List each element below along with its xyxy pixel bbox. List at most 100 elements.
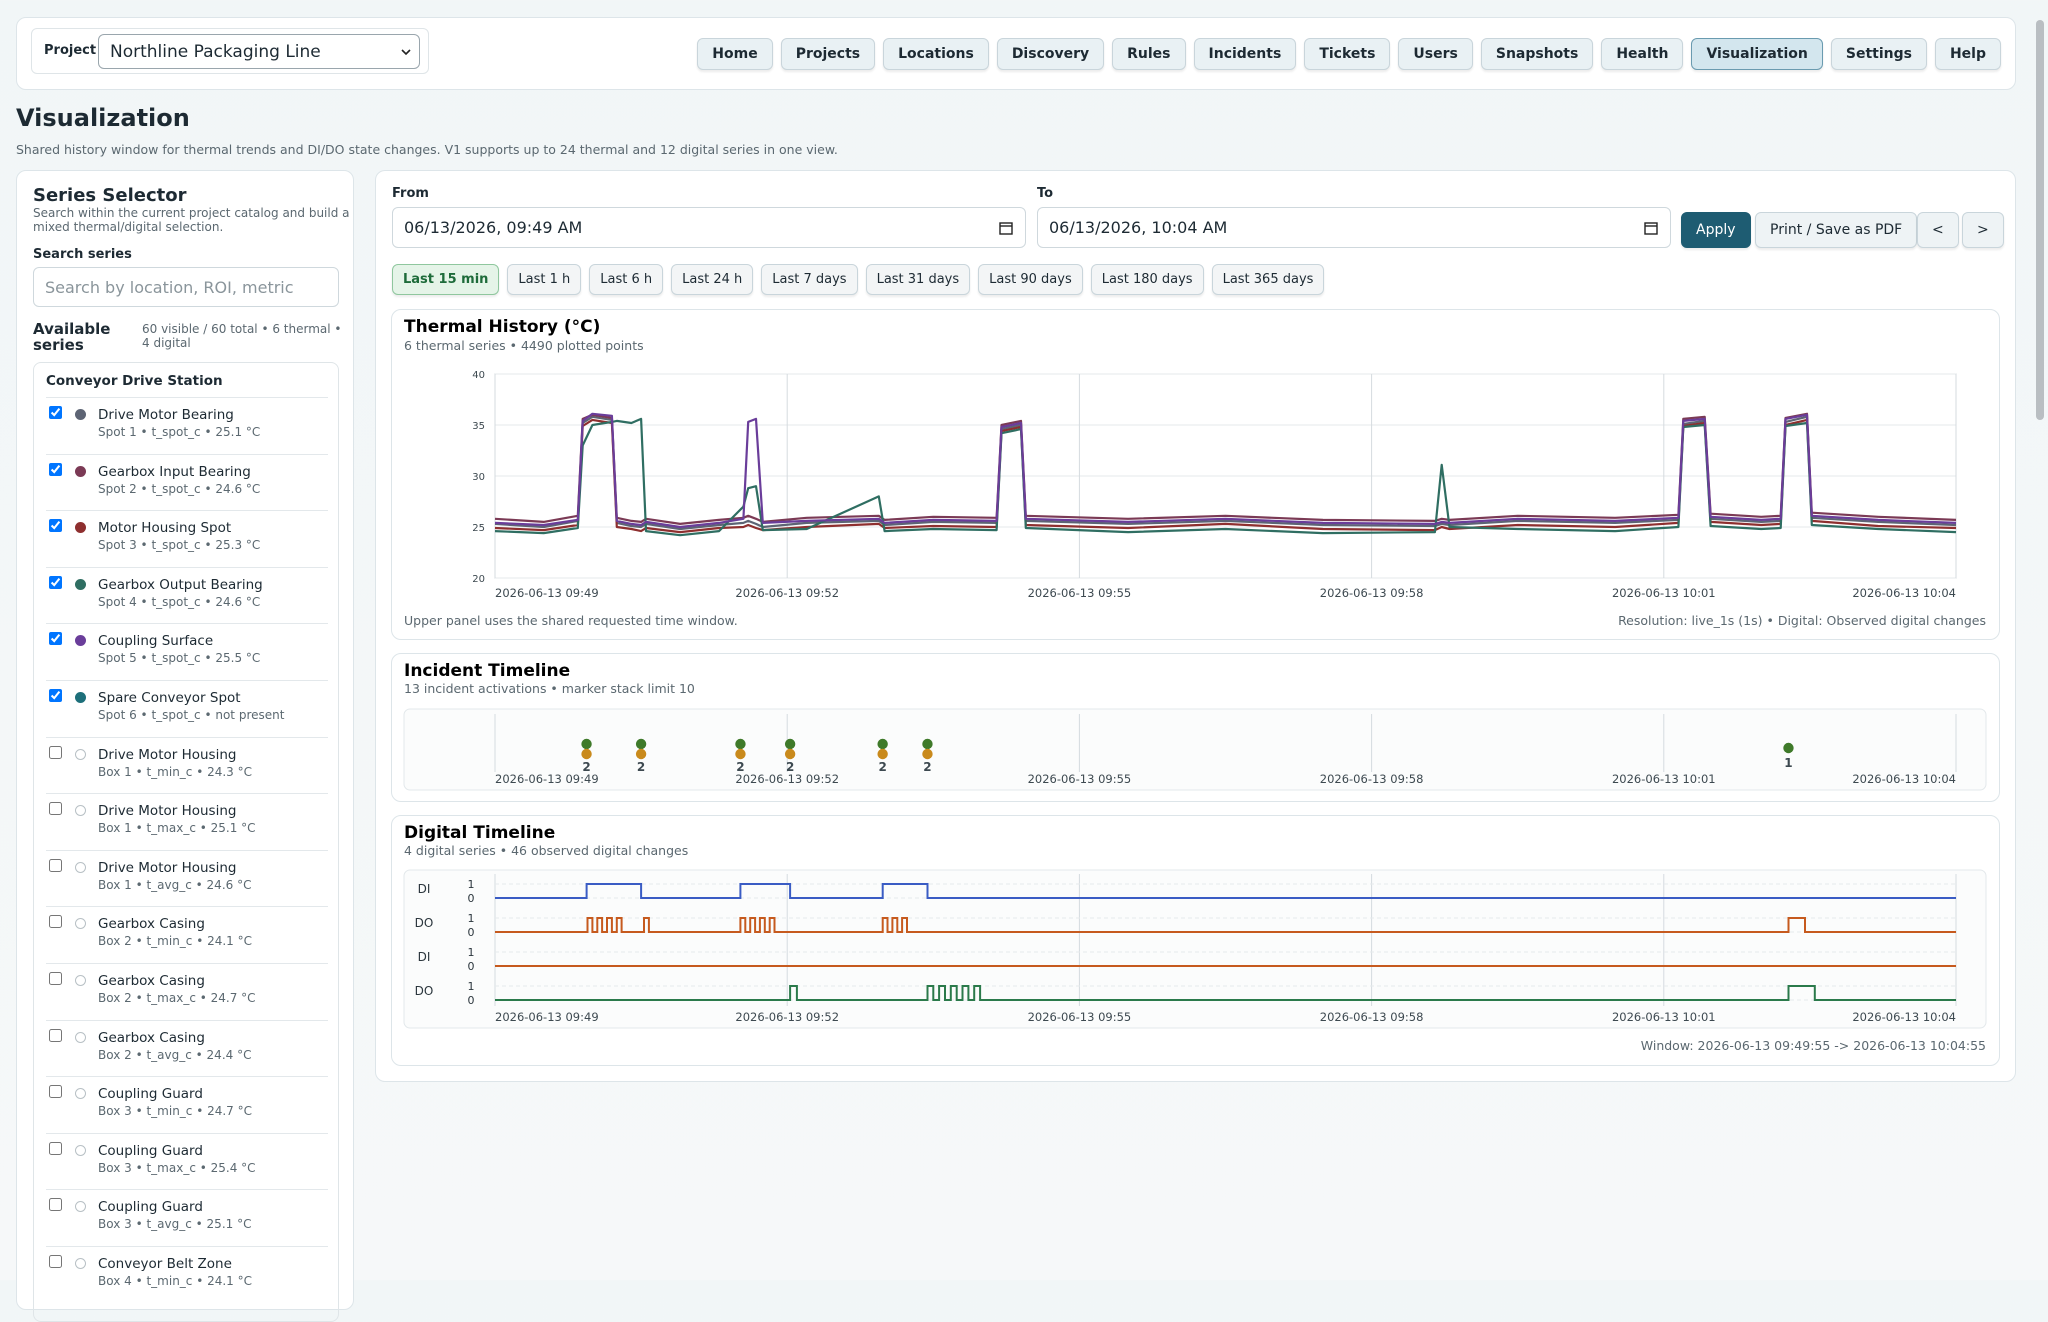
series-checkbox[interactable] xyxy=(49,971,62,985)
nav-button[interactable]: Locations xyxy=(883,38,989,70)
y-tick-label: 25 xyxy=(472,523,485,534)
row-label: DO xyxy=(415,984,434,998)
from-label: From xyxy=(392,186,429,201)
incident-count: 2 xyxy=(582,760,590,774)
series-name: Coupling Guard xyxy=(98,1086,203,1103)
preset-button[interactable]: Last 15 min xyxy=(392,264,500,295)
header: Project Northline Packaging Line Home Pro… xyxy=(16,17,2016,90)
nav-button[interactable]: Rules xyxy=(1112,38,1186,70)
series-item[interactable]: Gearbox Casing Box 2 • t_min_c • 24.1 °C xyxy=(46,906,328,963)
series-item[interactable]: Coupling Guard Box 3 • t_avg_c • 25.1 °C xyxy=(46,1189,328,1246)
x-tick-label: 2026-06-13 09:52 xyxy=(735,586,839,600)
prev-button[interactable]: < xyxy=(1917,212,1959,248)
preset-button[interactable]: Last 7 days xyxy=(761,264,858,295)
y-tick-label: 1 xyxy=(468,980,475,993)
series-dot xyxy=(75,1201,86,1213)
project-label: Project xyxy=(44,43,97,58)
series-item[interactable]: Gearbox Output Bearing Spot 4 • t_spot_c … xyxy=(46,566,328,624)
series-item[interactable]: Drive Motor Housing Box 1 • t_avg_c • 24.… xyxy=(46,849,328,907)
x-tick-label: 2026-06-13 10:04 xyxy=(1852,1010,1956,1024)
nav-button[interactable]: Settings xyxy=(1830,38,1927,70)
series-name: Drive Motor Housing xyxy=(98,746,237,763)
nav-button[interactable]: Discovery xyxy=(996,38,1105,70)
series-checkbox[interactable] xyxy=(49,1028,62,1042)
search-input[interactable]: Search by location, ROI, metric xyxy=(33,267,339,307)
series-name: Coupling Guard xyxy=(98,1199,203,1216)
x-tick-label: 2026-06-13 09:58 xyxy=(1320,1010,1424,1024)
series-checkbox[interactable] xyxy=(49,1198,62,1212)
nav-button[interactable]: Health xyxy=(1601,38,1684,70)
next-button[interactable]: > xyxy=(1962,212,2004,248)
incident-count: 2 xyxy=(637,760,645,774)
project-select[interactable]: Northline Packaging Line xyxy=(98,34,420,69)
nav-button[interactable]: Visualization xyxy=(1691,38,1823,70)
series-checkbox[interactable] xyxy=(49,1254,62,1268)
series-dot xyxy=(75,635,86,647)
series-checkbox[interactable] xyxy=(49,915,62,929)
preset-button[interactable]: Last 31 days xyxy=(865,264,971,295)
series-item[interactable]: Drive Motor Housing Box 1 • t_min_c • 24.… xyxy=(46,736,328,794)
thermal-note: Resolution: live_1s (1s) • Digital: Obse… xyxy=(1618,613,1986,628)
series-dot xyxy=(75,1088,86,1100)
series-checkbox[interactable] xyxy=(49,745,62,759)
preset-button[interactable]: Last 1 h xyxy=(507,264,582,295)
series-item[interactable]: Drive Motor Housing Box 1 • t_max_c • 25.… xyxy=(46,793,328,850)
x-tick-label: 2026-06-13 09:49 xyxy=(495,586,599,600)
series-dot xyxy=(75,691,86,703)
nav-button[interactable]: Incidents xyxy=(1193,38,1297,70)
series-detail: Box 3 • t_max_c • 25.4 °C xyxy=(98,1160,256,1175)
nav-button[interactable]: Users xyxy=(1398,38,1473,70)
series-item[interactable]: Gearbox Casing Box 2 • t_avg_c • 24.4 °C xyxy=(46,1019,328,1077)
series-checkbox[interactable] xyxy=(49,575,62,589)
series-checkbox[interactable] xyxy=(49,406,62,419)
search-label: Search series xyxy=(33,247,132,262)
print-button[interactable]: Print / Save as PDF xyxy=(1755,212,1918,248)
preset-button[interactable]: Last 6 h xyxy=(589,264,664,295)
series-dot xyxy=(75,1144,86,1156)
series-name: Motor Housing Spot xyxy=(98,520,232,537)
series-checkbox[interactable] xyxy=(49,632,62,646)
digital-chart: Digital Timeline 4 digital series • 46 o… xyxy=(403,823,1987,1053)
series-item[interactable]: Spare Conveyor Spot Spot 6 • t_spot_c • n… xyxy=(46,679,328,737)
series-checkbox[interactable] xyxy=(49,688,62,702)
series-dot xyxy=(75,974,86,986)
incident-marker xyxy=(581,738,592,760)
preset-button[interactable]: Last 365 days xyxy=(1211,264,1325,295)
series-checkbox[interactable] xyxy=(49,1141,62,1155)
series-item[interactable]: Coupling Surface Spot 5 • t_spot_c • 25.5… xyxy=(46,623,328,680)
calendar-icon xyxy=(1644,222,1658,235)
x-tick-label: 2026-06-13 09:52 xyxy=(735,1010,839,1024)
row-label: DI xyxy=(418,950,431,964)
preset-button[interactable]: Last 24 h xyxy=(671,264,754,295)
series-item[interactable]: Gearbox Input Bearing Spot 2 • t_spot_c •… xyxy=(46,453,328,511)
x-tick-label: 2026-06-13 10:01 xyxy=(1612,1010,1716,1024)
apply-button[interactable]: Apply xyxy=(1681,212,1751,248)
nav-button[interactable]: Help xyxy=(1934,38,2001,70)
to-input[interactable]: 06/13/2026, 10:04 AM xyxy=(1037,207,1671,248)
preset-button[interactable]: Last 180 days xyxy=(1090,264,1204,295)
series-checkbox[interactable] xyxy=(49,1085,62,1099)
x-tick-label: 2026-06-13 09:49 xyxy=(495,1010,599,1024)
nav-button[interactable]: Projects xyxy=(780,38,876,70)
series-item[interactable]: Coupling Guard Box 3 • t_max_c • 25.4 °C xyxy=(46,1132,328,1190)
nav-button[interactable]: Snapshots xyxy=(1480,38,1594,70)
nav-button[interactable]: Home xyxy=(697,38,773,70)
incident-dot xyxy=(581,738,592,750)
series-item[interactable]: Motor Housing Spot Spot 3 • t_spot_c • 25… xyxy=(46,510,328,567)
series-item[interactable]: Drive Motor Bearing Spot 1 • t_spot_c • 2… xyxy=(46,397,328,454)
nav-button[interactable]: Tickets xyxy=(1304,38,1391,70)
series-checkbox[interactable] xyxy=(49,519,62,533)
from-input[interactable]: 06/13/2026, 09:49 AM xyxy=(392,207,1026,248)
series-checkbox[interactable] xyxy=(49,858,62,872)
series-item[interactable]: Coupling Guard Box 3 • t_min_c • 24.7 °C xyxy=(46,1076,328,1133)
series-checkbox[interactable] xyxy=(49,802,62,816)
series-dot xyxy=(75,748,86,760)
series-name: Drive Motor Housing xyxy=(98,859,237,876)
preset-button[interactable]: Last 90 days xyxy=(978,264,1083,295)
x-tick-label: 2026-06-13 10:01 xyxy=(1612,586,1716,600)
series-checkbox[interactable] xyxy=(49,462,62,476)
series-item[interactable]: Conveyor Belt Zone Box 4 • t_min_c • 24.1… xyxy=(46,1245,328,1303)
series-name: Conveyor Belt Zone xyxy=(98,1255,232,1272)
series-item[interactable]: Gearbox Casing Box 2 • t_max_c • 24.7 °C xyxy=(46,962,328,1020)
